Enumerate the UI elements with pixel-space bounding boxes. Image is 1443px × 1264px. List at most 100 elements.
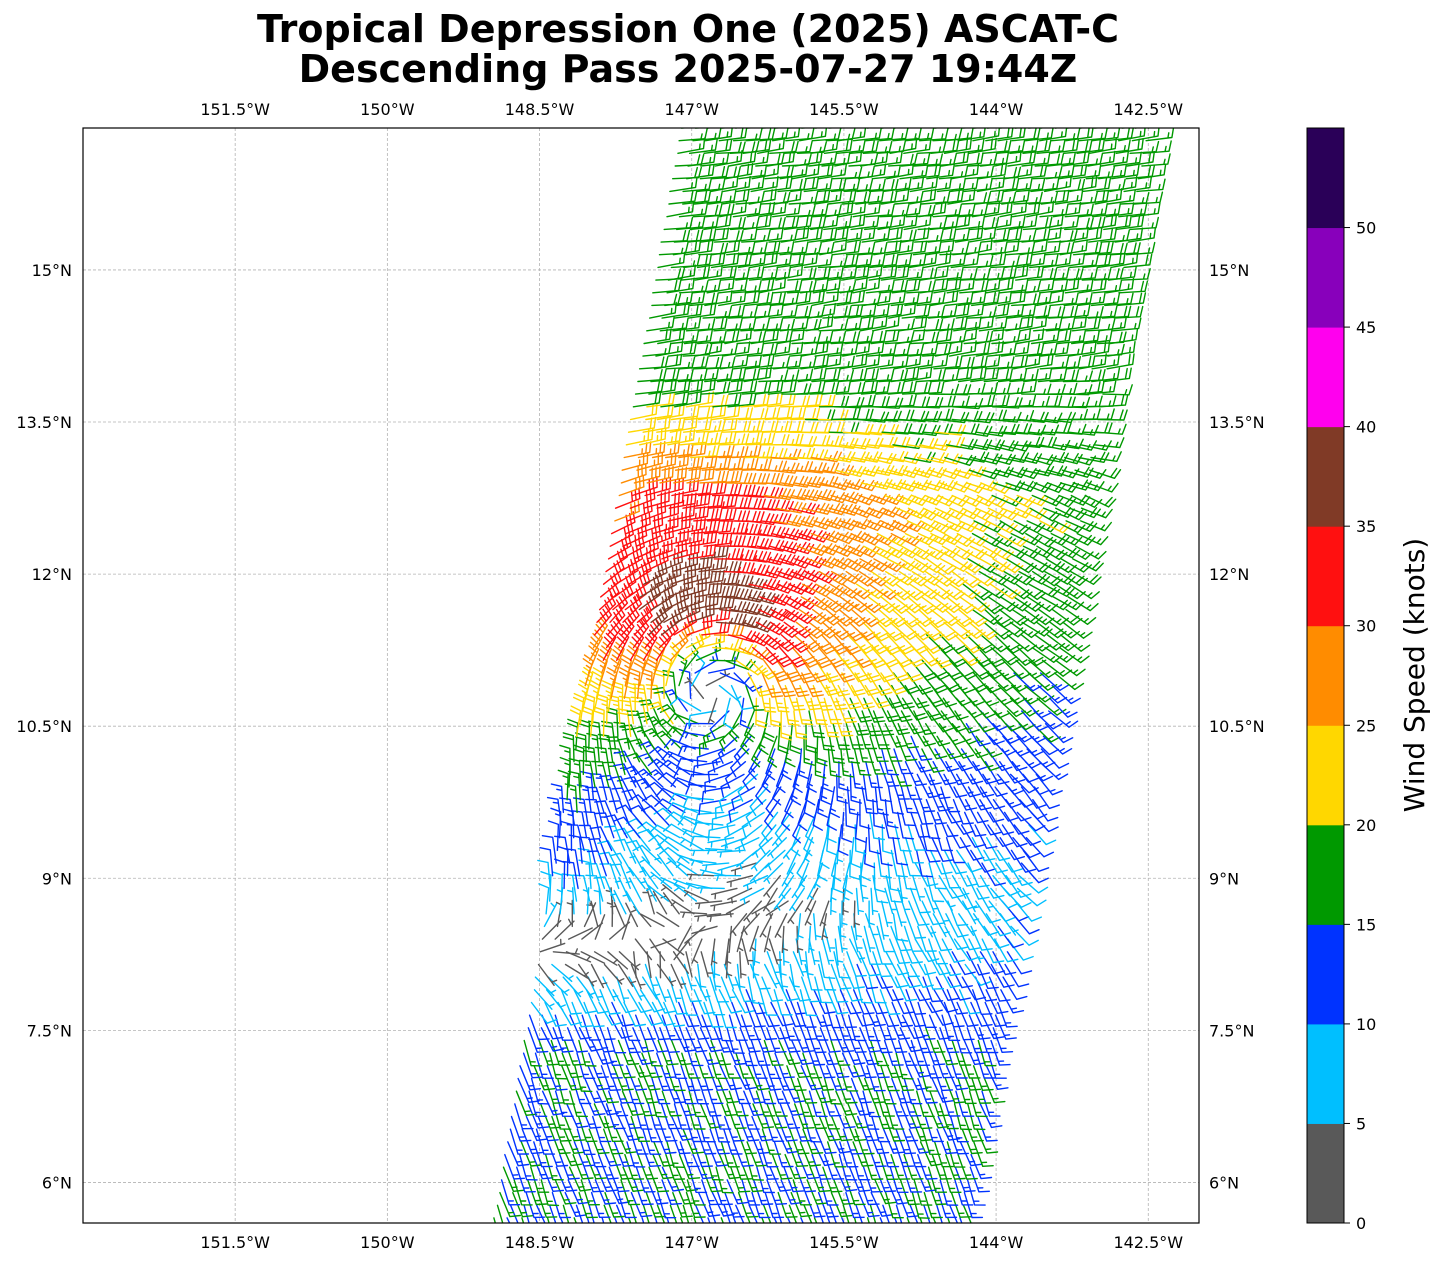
wind-barb	[748, 1128, 771, 1155]
wind-barb	[879, 1141, 900, 1168]
wind-barb	[656, 477, 684, 497]
wind-barb	[773, 1217, 778, 1223]
wind-barb	[708, 656, 736, 674]
wind-barb	[627, 571, 651, 598]
wind-barb	[919, 128, 925, 129]
wind-barb	[893, 1065, 915, 1092]
wind-barb	[610, 511, 636, 535]
wind-barb	[910, 1039, 931, 1066]
wind-barb	[576, 976, 596, 999]
wind-barb	[927, 1166, 948, 1193]
wind-barb	[1005, 558, 1037, 574]
wind-barb	[803, 330, 834, 345]
wind-barb	[987, 507, 1020, 521]
wind-barb	[979, 875, 1005, 899]
wind-barb	[944, 291, 974, 307]
wind-barb	[775, 263, 804, 281]
wind-barb	[615, 804, 643, 826]
wind-barb	[783, 140, 813, 154]
wind-barb	[1082, 253, 1112, 269]
wind-barb	[975, 425, 1008, 437]
wind-barb	[720, 773, 745, 798]
wind-barb	[764, 406, 795, 421]
wind-barb	[954, 710, 980, 734]
wind-barb	[668, 1052, 688, 1079]
wind-barb	[977, 646, 1006, 668]
wind-barb	[918, 201, 947, 218]
wind-barb	[589, 629, 603, 661]
wind-barb	[534, 976, 557, 997]
wind-barb	[572, 874, 591, 902]
wind-barb	[693, 507, 723, 522]
wind-barb	[610, 654, 622, 687]
wind-barb	[755, 773, 772, 805]
wind-barb	[878, 279, 909, 294]
wind-barb	[867, 748, 887, 775]
wind-barb	[956, 849, 983, 873]
wind-barb	[836, 621, 866, 642]
wind-barb	[987, 824, 1014, 847]
wind-barb	[714, 799, 741, 820]
wind-barb	[878, 913, 890, 940]
wind-barb	[680, 1217, 684, 1223]
wind-barb	[620, 535, 645, 560]
wind-barb	[1010, 452, 1043, 464]
wind-barb	[805, 951, 814, 979]
wind-barb	[787, 1217, 791, 1223]
wind-barb	[895, 176, 925, 193]
wind-barb	[957, 925, 981, 951]
wind-barb	[608, 1090, 629, 1117]
wind-barb	[892, 128, 922, 142]
wind-barb	[701, 1166, 723, 1193]
wind-barb	[807, 462, 840, 474]
wind-barb	[1113, 305, 1144, 319]
wind-barb	[897, 723, 919, 749]
wind-barb	[772, 202, 801, 218]
wind-barb	[943, 773, 968, 798]
wind-barb	[728, 457, 759, 471]
wind-barb	[797, 799, 808, 832]
wind-barb	[701, 1014, 723, 1041]
wind-barb	[619, 547, 644, 573]
colorbar-frame	[1306, 127, 1345, 1224]
wind-barb	[980, 303, 1010, 319]
wind-barb	[702, 862, 730, 871]
wind-barb	[941, 1014, 961, 1042]
wind-barb	[839, 596, 871, 613]
wind-barb	[665, 443, 694, 459]
wind-barb	[1094, 188, 1123, 205]
wind-barb	[689, 292, 719, 307]
wind-barb	[907, 507, 940, 521]
wind-barb	[863, 697, 886, 723]
wind-barb	[946, 989, 969, 1015]
wind-barb	[696, 748, 723, 769]
wind-barb	[740, 1014, 762, 1041]
wind-barb	[985, 989, 1009, 1014]
wind-barb	[816, 492, 849, 504]
wind-barb	[690, 444, 720, 459]
wind-barb	[978, 570, 1011, 586]
wind-barb	[657, 328, 686, 345]
wind-barb	[912, 479, 945, 492]
wind-barb	[543, 902, 558, 928]
wind-barb	[951, 951, 976, 976]
wind-barb	[615, 559, 639, 585]
wind-barb	[551, 963, 574, 982]
wind-barb	[728, 799, 753, 823]
wind-barb	[801, 976, 822, 1003]
wind-barb	[997, 925, 1024, 949]
wind-barb	[887, 380, 917, 395]
wind-barb	[761, 811, 779, 843]
wind-barb	[811, 128, 842, 142]
wind-barb	[708, 1204, 717, 1223]
wind-barb	[850, 837, 862, 869]
wind-barb	[565, 951, 592, 963]
wind-barb	[1060, 558, 1092, 573]
wind-barb	[791, 1039, 814, 1065]
wind-barb	[956, 532, 989, 547]
wind-barb	[713, 951, 721, 979]
wind-barb	[537, 963, 558, 986]
wind-barb	[866, 1065, 886, 1092]
wind-barb	[751, 240, 781, 256]
wind-barb	[826, 596, 858, 612]
